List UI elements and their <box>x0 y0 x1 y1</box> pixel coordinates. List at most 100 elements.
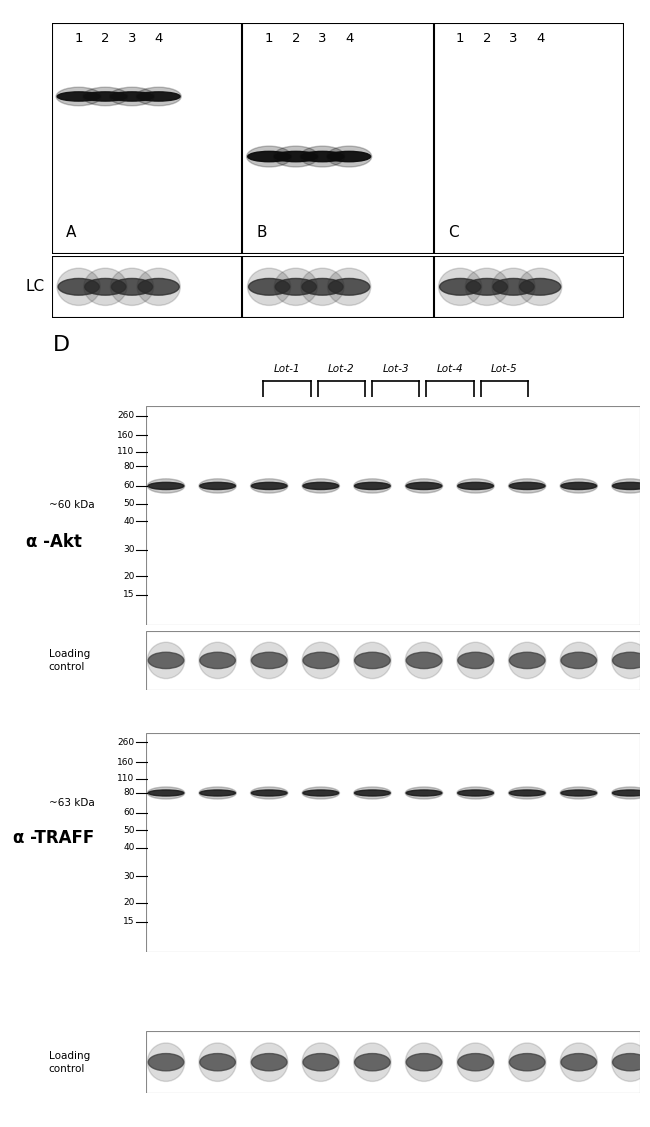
Ellipse shape <box>250 479 288 494</box>
Ellipse shape <box>328 268 370 305</box>
Ellipse shape <box>508 642 546 678</box>
Ellipse shape <box>84 268 127 305</box>
Ellipse shape <box>274 151 317 162</box>
Text: 4: 4 <box>345 33 354 45</box>
Text: C: C <box>448 224 458 240</box>
Ellipse shape <box>137 268 180 305</box>
Ellipse shape <box>510 790 545 796</box>
Ellipse shape <box>56 87 101 106</box>
Text: LC: LC <box>25 279 44 294</box>
Text: 260: 260 <box>117 411 135 420</box>
Ellipse shape <box>354 642 391 678</box>
Ellipse shape <box>252 653 287 668</box>
Ellipse shape <box>274 268 317 305</box>
Text: 110: 110 <box>117 447 135 456</box>
Ellipse shape <box>248 268 291 305</box>
Text: 20: 20 <box>123 898 135 907</box>
Text: 110: 110 <box>117 774 135 783</box>
Ellipse shape <box>519 278 561 295</box>
Ellipse shape <box>275 278 317 295</box>
Ellipse shape <box>406 482 442 489</box>
Ellipse shape <box>560 642 597 678</box>
Text: 3: 3 <box>128 33 136 45</box>
Ellipse shape <box>510 653 545 668</box>
Text: 4: 4 <box>155 33 163 45</box>
Ellipse shape <box>302 642 339 678</box>
Ellipse shape <box>493 278 534 295</box>
Ellipse shape <box>248 151 291 162</box>
Ellipse shape <box>354 787 391 799</box>
Text: 40: 40 <box>123 516 135 525</box>
Ellipse shape <box>136 87 181 106</box>
Ellipse shape <box>519 268 562 305</box>
Ellipse shape <box>302 479 339 494</box>
Ellipse shape <box>199 642 237 678</box>
Ellipse shape <box>250 642 288 678</box>
Text: Lot-4: Lot-4 <box>437 364 463 374</box>
Ellipse shape <box>561 653 597 668</box>
Text: 4: 4 <box>536 33 545 45</box>
Text: 2: 2 <box>482 33 491 45</box>
Text: 20: 20 <box>123 571 135 580</box>
Ellipse shape <box>200 653 235 668</box>
Text: 30: 30 <box>123 545 135 554</box>
Ellipse shape <box>508 479 546 494</box>
Text: Lot-5: Lot-5 <box>491 364 517 374</box>
Ellipse shape <box>355 653 390 668</box>
Ellipse shape <box>137 92 180 101</box>
Text: 3: 3 <box>318 33 327 45</box>
Text: 160: 160 <box>117 757 135 766</box>
Ellipse shape <box>406 479 443 494</box>
Ellipse shape <box>561 482 597 489</box>
Ellipse shape <box>303 482 339 489</box>
Text: 60: 60 <box>123 481 135 490</box>
Ellipse shape <box>148 653 184 668</box>
Ellipse shape <box>111 268 153 305</box>
Ellipse shape <box>355 482 390 489</box>
Ellipse shape <box>303 1054 339 1071</box>
Ellipse shape <box>406 1042 443 1082</box>
Ellipse shape <box>492 268 535 305</box>
Text: Lot-1: Lot-1 <box>274 364 300 374</box>
Text: Lot-3: Lot-3 <box>382 364 409 374</box>
Text: 260: 260 <box>117 738 135 747</box>
Ellipse shape <box>301 268 344 305</box>
Ellipse shape <box>457 787 494 799</box>
Text: B: B <box>257 224 267 240</box>
Ellipse shape <box>248 278 290 295</box>
Ellipse shape <box>560 479 597 494</box>
Text: 50: 50 <box>123 499 135 508</box>
Ellipse shape <box>273 147 318 167</box>
Ellipse shape <box>510 1054 545 1071</box>
Text: D: D <box>53 335 70 355</box>
Ellipse shape <box>612 787 649 799</box>
Ellipse shape <box>138 278 179 295</box>
Ellipse shape <box>199 787 237 799</box>
Ellipse shape <box>465 268 508 305</box>
Ellipse shape <box>328 278 370 295</box>
Ellipse shape <box>508 787 546 799</box>
Ellipse shape <box>111 278 153 295</box>
Text: 1: 1 <box>265 33 274 45</box>
Ellipse shape <box>328 151 370 162</box>
Ellipse shape <box>148 479 185 494</box>
Ellipse shape <box>301 151 344 162</box>
Ellipse shape <box>200 1054 235 1071</box>
Ellipse shape <box>252 1054 287 1071</box>
Text: 15: 15 <box>123 591 135 600</box>
Ellipse shape <box>561 790 597 796</box>
Text: Loading
control: Loading control <box>49 1050 90 1074</box>
Ellipse shape <box>109 87 155 106</box>
Ellipse shape <box>354 1042 391 1082</box>
Ellipse shape <box>148 790 184 796</box>
Ellipse shape <box>354 479 391 494</box>
Text: α -Akt: α -Akt <box>26 533 82 551</box>
Ellipse shape <box>200 482 235 489</box>
Ellipse shape <box>300 147 345 167</box>
Text: Loading
control: Loading control <box>49 649 90 672</box>
Ellipse shape <box>58 278 99 295</box>
Ellipse shape <box>355 1054 390 1071</box>
Ellipse shape <box>406 790 442 796</box>
Ellipse shape <box>84 278 126 295</box>
Ellipse shape <box>406 787 443 799</box>
